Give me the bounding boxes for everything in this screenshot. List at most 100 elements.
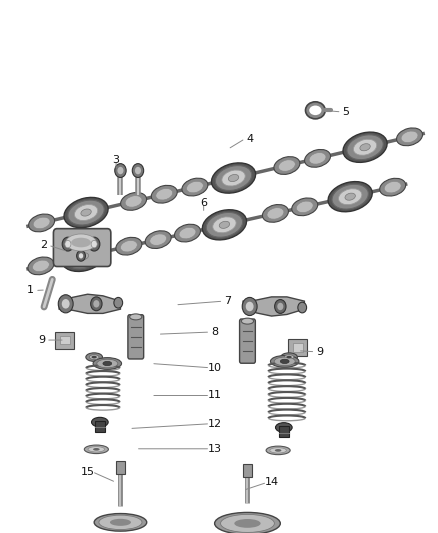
Bar — [279, 426, 289, 437]
Ellipse shape — [360, 144, 370, 151]
Ellipse shape — [220, 514, 274, 532]
Bar — [55, 332, 74, 349]
Text: 8: 8 — [211, 327, 218, 337]
Ellipse shape — [292, 198, 318, 216]
Ellipse shape — [78, 253, 88, 260]
Ellipse shape — [270, 448, 286, 453]
Circle shape — [88, 237, 100, 251]
Circle shape — [62, 299, 70, 309]
Ellipse shape — [347, 135, 383, 160]
Ellipse shape — [187, 181, 203, 193]
Ellipse shape — [93, 448, 99, 451]
Ellipse shape — [92, 356, 97, 358]
Circle shape — [275, 300, 286, 313]
Text: 15: 15 — [81, 467, 95, 477]
Ellipse shape — [68, 200, 104, 225]
Text: 9: 9 — [316, 347, 323, 357]
Ellipse shape — [213, 217, 236, 233]
Text: 6: 6 — [200, 198, 207, 207]
Text: 9: 9 — [38, 335, 45, 345]
Polygon shape — [59, 294, 120, 313]
Circle shape — [115, 164, 126, 177]
Ellipse shape — [309, 106, 321, 115]
Ellipse shape — [84, 445, 109, 454]
Text: 11: 11 — [208, 391, 222, 400]
Ellipse shape — [222, 170, 245, 186]
Ellipse shape — [262, 205, 288, 222]
Ellipse shape — [72, 248, 95, 264]
Ellipse shape — [64, 197, 108, 228]
Ellipse shape — [304, 149, 331, 167]
Ellipse shape — [266, 446, 290, 455]
Bar — [95, 421, 105, 432]
Ellipse shape — [215, 512, 280, 533]
Ellipse shape — [120, 192, 147, 211]
Ellipse shape — [94, 514, 147, 531]
Circle shape — [65, 240, 71, 248]
Circle shape — [298, 302, 307, 313]
Circle shape — [114, 297, 123, 308]
Bar — [116, 461, 125, 474]
Text: 5: 5 — [343, 107, 350, 117]
Circle shape — [242, 297, 257, 316]
Ellipse shape — [61, 241, 106, 271]
Ellipse shape — [284, 355, 294, 360]
Bar — [60, 336, 70, 344]
Ellipse shape — [343, 132, 387, 163]
Ellipse shape — [66, 234, 96, 251]
Ellipse shape — [267, 208, 284, 219]
Text: 3: 3 — [113, 155, 120, 165]
Ellipse shape — [384, 181, 401, 193]
FancyBboxPatch shape — [240, 319, 255, 364]
Ellipse shape — [353, 139, 377, 155]
Ellipse shape — [309, 152, 326, 164]
Ellipse shape — [174, 224, 201, 242]
Ellipse shape — [89, 355, 99, 360]
Ellipse shape — [110, 519, 131, 526]
Ellipse shape — [202, 210, 247, 240]
Ellipse shape — [150, 234, 166, 245]
Ellipse shape — [145, 231, 171, 248]
Text: 10: 10 — [208, 363, 222, 373]
Ellipse shape — [103, 361, 112, 366]
Bar — [288, 339, 307, 356]
Ellipse shape — [74, 205, 98, 221]
Ellipse shape — [120, 240, 138, 252]
Ellipse shape — [281, 353, 297, 361]
Ellipse shape — [97, 359, 118, 368]
Circle shape — [62, 237, 74, 251]
Ellipse shape — [274, 157, 300, 174]
Ellipse shape — [212, 163, 256, 193]
Ellipse shape — [396, 128, 423, 146]
Ellipse shape — [280, 359, 289, 364]
Ellipse shape — [228, 174, 239, 182]
Ellipse shape — [270, 356, 299, 367]
Circle shape — [79, 253, 83, 259]
Ellipse shape — [215, 166, 252, 190]
Ellipse shape — [93, 358, 122, 369]
Ellipse shape — [99, 515, 142, 530]
Ellipse shape — [179, 227, 196, 239]
Ellipse shape — [241, 318, 254, 324]
Ellipse shape — [182, 178, 208, 196]
Text: 12: 12 — [208, 419, 222, 429]
Circle shape — [246, 302, 254, 311]
Polygon shape — [243, 297, 304, 316]
Ellipse shape — [88, 447, 105, 452]
Ellipse shape — [401, 131, 418, 143]
Circle shape — [93, 300, 99, 308]
Circle shape — [91, 240, 97, 248]
FancyBboxPatch shape — [128, 314, 144, 359]
Ellipse shape — [276, 423, 292, 432]
Ellipse shape — [151, 185, 177, 203]
Text: 7: 7 — [224, 296, 231, 306]
Ellipse shape — [274, 357, 295, 366]
Text: 14: 14 — [265, 478, 279, 487]
Ellipse shape — [81, 209, 91, 216]
Ellipse shape — [28, 257, 54, 274]
Ellipse shape — [234, 519, 261, 528]
Text: 13: 13 — [208, 444, 222, 454]
Text: 2: 2 — [40, 240, 47, 250]
Bar — [243, 464, 252, 477]
Circle shape — [277, 303, 283, 310]
